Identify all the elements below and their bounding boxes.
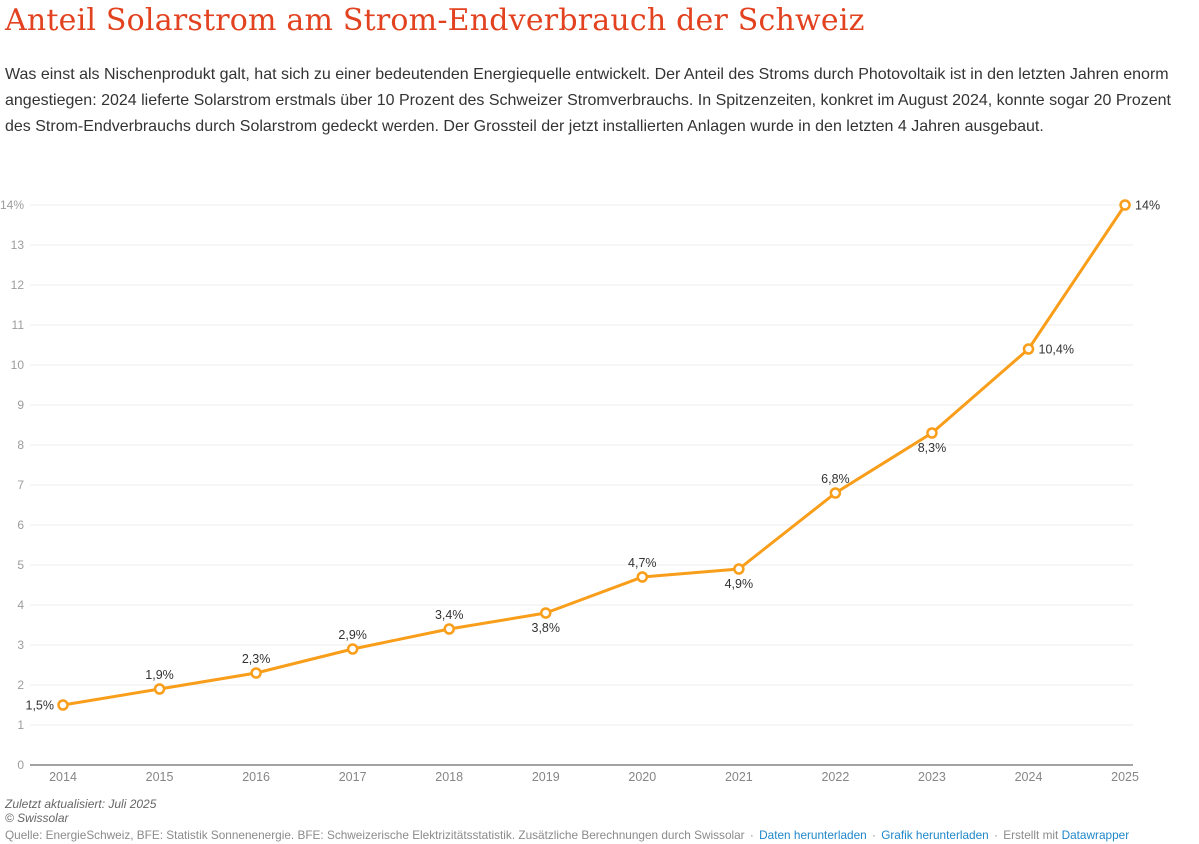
data-label-2018: 3,4% bbox=[435, 608, 464, 622]
data-label-2022: 6,8% bbox=[821, 472, 850, 486]
data-label-2021: 4,9% bbox=[725, 577, 754, 591]
y-tick-label: 2 bbox=[17, 678, 24, 692]
x-tick-label-2023: 2023 bbox=[918, 770, 946, 784]
x-tick-label-2021: 2021 bbox=[725, 770, 753, 784]
y-tick-label: 6 bbox=[17, 518, 24, 532]
data-point-2016[interactable] bbox=[250, 667, 262, 679]
copyright-note: © Swissolar bbox=[5, 811, 69, 825]
y-tick-label: 0 bbox=[17, 758, 24, 772]
y-tick-label: 11 bbox=[12, 318, 25, 332]
data-point-2022[interactable] bbox=[829, 487, 842, 499]
data-point-2020[interactable] bbox=[636, 571, 649, 583]
y-tick-label: 1 bbox=[17, 718, 24, 732]
separator-dot: · bbox=[994, 828, 998, 842]
x-tick-label-2025: 2025 bbox=[1111, 770, 1139, 784]
x-tick-label-2016: 2016 bbox=[242, 770, 270, 784]
datawrapper-link[interactable]: Datawrapper bbox=[1061, 828, 1130, 842]
data-label-2024: 10,4% bbox=[1039, 343, 1074, 357]
x-tick-label-2024: 2024 bbox=[1015, 770, 1043, 784]
data-label-2025: 14% bbox=[1135, 199, 1160, 213]
y-tick-label: 8 bbox=[17, 438, 24, 452]
data-point-2017[interactable] bbox=[346, 643, 359, 655]
data-label-2016: 2,3% bbox=[242, 652, 271, 666]
x-tick-label-2020: 2020 bbox=[628, 770, 656, 784]
data-label-2017: 2,9% bbox=[338, 628, 367, 642]
download-image-link[interactable]: Grafik herunterladen bbox=[881, 828, 989, 842]
y-tick-label: 3 bbox=[17, 638, 24, 652]
data-label-2019: 3,8% bbox=[532, 621, 561, 635]
chart-description: Was einst als Nischenprodukt galt, hat s… bbox=[5, 66, 1171, 135]
data-point-2015[interactable] bbox=[153, 683, 166, 695]
data-point-2025[interactable] bbox=[1119, 199, 1131, 211]
chart-footer: Zuletzt aktualisiert: Juli 2025 © Swisso… bbox=[5, 797, 1194, 843]
separator-dot: · bbox=[749, 828, 754, 842]
y-tick-label: 14% bbox=[0, 198, 24, 212]
x-tick-label-2015: 2015 bbox=[146, 770, 174, 784]
y-tick-label: 12 bbox=[11, 278, 25, 292]
source-line: Quelle: EnergieSchweiz, BFE: Statistik S… bbox=[5, 828, 1194, 843]
data-point-2014[interactable] bbox=[57, 699, 69, 711]
data-point-2019[interactable] bbox=[540, 607, 552, 619]
x-tick-label-2017: 2017 bbox=[339, 770, 367, 784]
y-tick-label: 7 bbox=[17, 478, 24, 492]
x-tick-label-2014: 2014 bbox=[49, 770, 77, 784]
page-title: Anteil Solarstrom am Strom-Endverbrauch … bbox=[5, 3, 865, 38]
data-point-2018[interactable] bbox=[443, 623, 455, 635]
series-line bbox=[61, 203, 1127, 707]
y-tick-label: 10 bbox=[11, 358, 25, 372]
y-tick-label: 9 bbox=[17, 398, 24, 412]
y-tick-label: 5 bbox=[17, 558, 24, 572]
y-tick-label: 4 bbox=[17, 598, 24, 612]
y-tick-label: 13 bbox=[11, 238, 25, 252]
created-with-text: Erstellt mit bbox=[1003, 828, 1059, 842]
last-updated-note: Zuletzt aktualisiert: Juli 2025 bbox=[5, 797, 157, 811]
data-point-2023[interactable] bbox=[926, 427, 938, 439]
source-text: Quelle: EnergieSchweiz, BFE: Statistik S… bbox=[5, 828, 745, 842]
data-label-2023: 8,3% bbox=[918, 441, 947, 455]
data-label-2020: 4,7% bbox=[628, 556, 657, 570]
data-point-2021[interactable] bbox=[733, 563, 745, 575]
x-tick-label-2022: 2022 bbox=[821, 770, 849, 784]
data-point-2024[interactable] bbox=[1022, 343, 1035, 355]
x-tick-label-2019: 2019 bbox=[532, 770, 560, 784]
data-label-2014: 1,5% bbox=[26, 699, 55, 713]
separator-dot: · bbox=[871, 828, 876, 842]
data-label-2015: 1,9% bbox=[145, 668, 174, 682]
download-data-link[interactable]: Daten herunterladen bbox=[759, 828, 867, 842]
x-tick-label-2018: 2018 bbox=[435, 770, 463, 784]
